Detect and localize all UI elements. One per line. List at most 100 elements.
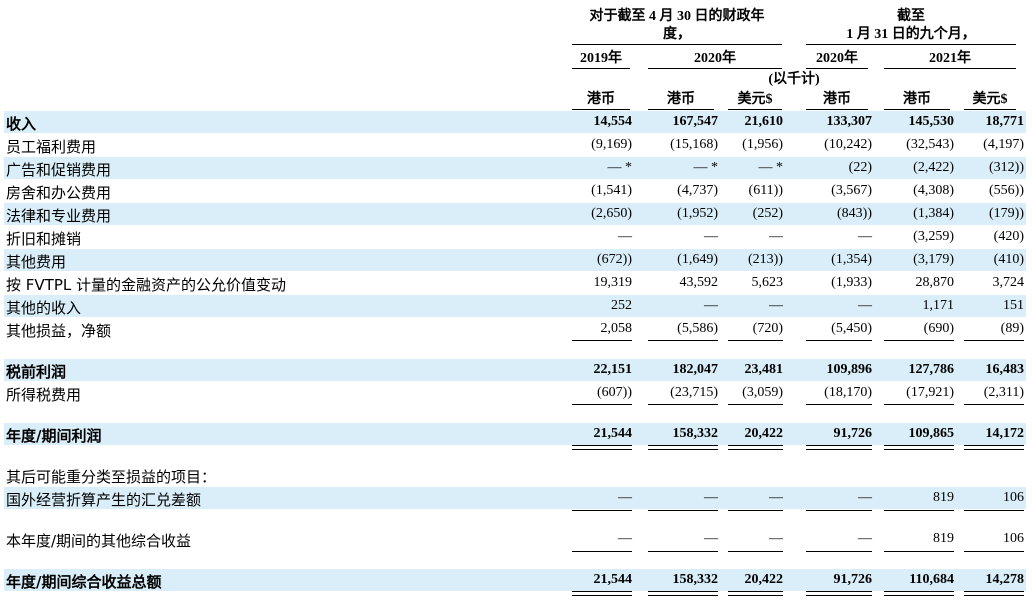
row-label: 其他的收入	[6, 299, 82, 317]
cell-value: —	[858, 531, 872, 546]
nine-months-header-line1: 截至	[897, 9, 925, 24]
cell-value: 182,047	[672, 362, 719, 377]
subtotal-underline	[964, 404, 1024, 405]
cell-value: 127,786	[908, 362, 955, 377]
row-profit-before-tax: 税前利润 22,151 182,047 23,481 109,896 127,7…	[4, 359, 1026, 381]
cell-value: (89)	[1000, 321, 1024, 336]
unit-note: (以千计)	[768, 72, 820, 87]
currency-header: 美元$	[964, 91, 1016, 110]
row-other-gains-losses-net: 其他损益，净额 2,058 (5,586) (720) (5,450) (690…	[4, 318, 1026, 340]
row-income-tax-expense: 所得税费用 (607)) (23,715) (3,059) (18,170) (…	[4, 382, 1026, 404]
cell-value: 819	[933, 531, 954, 546]
cell-value: (10,242)	[824, 137, 872, 152]
cell-value: 21,544	[593, 426, 633, 441]
subtotal-underline	[884, 404, 954, 405]
subtotal-underline	[572, 551, 632, 552]
subtotal-underline	[806, 510, 872, 511]
row-label: 收入	[6, 115, 37, 133]
cell-value: —	[858, 298, 872, 313]
row-fvtpl-fair-value-change: 按 FVTPL 计量的金融资产的公允价值变动 19,319 43,592 5,6…	[4, 272, 1026, 294]
cell-value: 106	[1003, 490, 1024, 505]
cell-value: (2,650)	[591, 206, 632, 221]
cell-value: 167,547	[672, 114, 719, 129]
row-label: 房舍和办公费用	[6, 184, 112, 202]
year-header-2020-period: 2020年	[806, 50, 868, 69]
row-label: 其后可能重分类至损益的项目：	[6, 468, 217, 486]
cell-value: (15,168)	[670, 137, 718, 152]
total-double-underline	[648, 591, 718, 596]
cell-value: (672))	[597, 252, 632, 267]
cell-value: (5,450)	[831, 321, 872, 336]
row-reclassifiable-items-heading: 其后可能重分类至损益的项目：	[4, 464, 1026, 486]
cell-value: 23,481	[744, 362, 784, 377]
currency-header: 港币	[572, 91, 630, 110]
row-label: 折旧和摊销	[6, 230, 82, 248]
cell-value: (1,649)	[677, 252, 718, 267]
subtotal-underline	[964, 551, 1024, 552]
cell-value: (3,567)	[831, 183, 872, 198]
year-header-2020: 2020年	[648, 50, 782, 69]
cell-value: 110,684	[909, 572, 954, 587]
cell-value: 43,592	[679, 275, 719, 290]
subtotal-underline	[884, 551, 954, 552]
cell-value: 151	[1003, 298, 1024, 313]
cell-value: 819	[933, 490, 954, 505]
cell-value: 109,865	[908, 426, 955, 441]
cell-value: (4,737)	[677, 183, 718, 198]
fiscal-year-header-line1: 对于截至 4 月 30 日的财政年	[589, 9, 765, 24]
currency-header: 美元$	[728, 91, 782, 110]
cell-value: (843))	[837, 206, 872, 221]
cell-value: —	[618, 531, 632, 546]
row-other-expenses: 其他费用 (672)) (1,649) (213)) (1,354) (3,17…	[4, 249, 1026, 271]
cell-value: 106	[1003, 531, 1024, 546]
year-header-2019: 2019年	[572, 50, 630, 69]
cell-value: (3,059)	[742, 385, 783, 400]
cell-value: —	[769, 531, 783, 546]
total-double-underline	[884, 445, 954, 450]
row-label: 广告和促销费用	[6, 161, 112, 179]
cell-value: (23,715)	[670, 385, 718, 400]
cell-value: 20,422	[744, 426, 784, 441]
year-header-2021-period: 2021年	[884, 50, 1016, 69]
cell-value: —	[704, 229, 718, 244]
cell-value: (2,311)	[983, 385, 1024, 400]
total-double-underline	[572, 591, 632, 596]
currency-header: 港币	[884, 91, 950, 110]
cell-value: 252	[611, 298, 632, 313]
cell-value: —	[618, 490, 632, 505]
cell-value: (690)	[923, 321, 954, 336]
cell-value: —	[858, 229, 872, 244]
subtotal-underline	[884, 340, 954, 341]
cell-value: (1,354)	[831, 252, 872, 267]
currency-header: 港币	[806, 91, 868, 110]
cell-value: —	[769, 490, 783, 505]
subtotal-underline	[728, 404, 783, 405]
row-label: 年度/期间利润	[6, 427, 102, 445]
cell-value: 21,544	[593, 572, 633, 587]
cell-value: 21,610	[744, 114, 784, 129]
row-label: 国外经营折算产生的汇兑差额	[6, 491, 202, 509]
cell-value: —	[858, 490, 872, 505]
subtotal-underline	[728, 340, 783, 341]
row-fx-translation-differences: 国外经营折算产生的汇兑差额 — — — — 819 106	[4, 487, 1026, 509]
subtotal-underline	[648, 510, 718, 511]
cell-value: 14,278	[985, 572, 1025, 587]
cell-value: — *	[758, 160, 784, 175]
cell-value: (213))	[748, 252, 783, 267]
subtotal-underline	[884, 510, 954, 511]
row-legal-professional-fees: 法律和专业费用 (2,650) (1,952) (252) (843)) (1,…	[4, 203, 1026, 225]
subtotal-underline	[572, 340, 632, 341]
row-label: 按 FVTPL 计量的金融资产的公允价值变动	[6, 276, 286, 294]
cell-value: 158,332	[672, 426, 719, 441]
cell-value: (420)	[993, 229, 1024, 244]
total-double-underline	[884, 591, 954, 596]
total-double-underline	[648, 445, 718, 450]
subtotal-underline	[728, 551, 783, 552]
total-double-underline	[572, 445, 632, 450]
cell-value: (607))	[597, 385, 632, 400]
row-label: 税前利润	[6, 363, 67, 381]
currency-header: 港币	[648, 91, 714, 110]
cell-value: (3,179)	[913, 252, 954, 267]
cell-value: 91,726	[833, 572, 873, 587]
